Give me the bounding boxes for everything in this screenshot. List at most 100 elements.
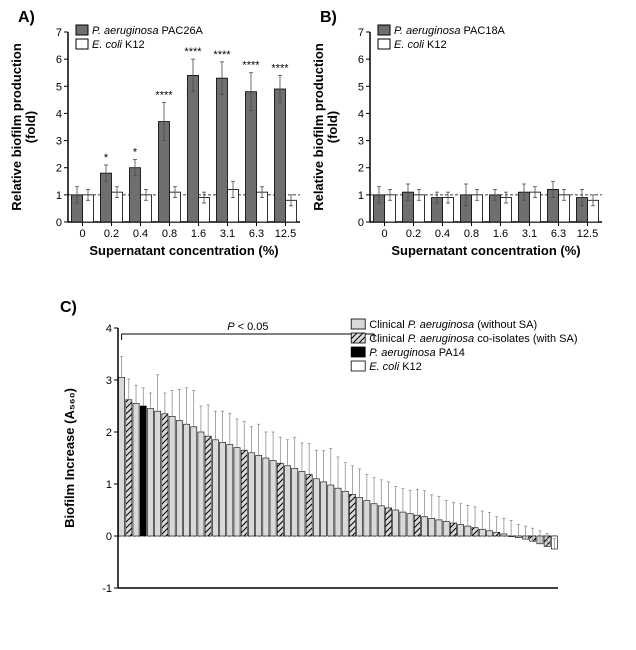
sig-label: * xyxy=(133,147,138,159)
p-label: P < 0.05 xyxy=(227,321,268,333)
bar xyxy=(169,416,175,536)
legend-swatch xyxy=(351,333,365,343)
y-tick-label: 5 xyxy=(358,81,364,93)
bar xyxy=(458,525,464,536)
sig-label: **** xyxy=(242,60,260,72)
bar xyxy=(248,453,254,536)
legend-swatch xyxy=(76,25,88,35)
bar xyxy=(429,518,435,536)
bar xyxy=(472,528,478,536)
sig-label: **** xyxy=(271,62,289,74)
bar xyxy=(342,491,348,536)
bar xyxy=(508,536,514,537)
bar xyxy=(119,377,125,536)
bar xyxy=(450,523,456,536)
bar xyxy=(147,409,153,536)
legend-label: P. aeruginosa PA14 xyxy=(369,347,465,359)
x-tick-label: 6.3 xyxy=(249,228,264,240)
panel-panelC: C)-101234Biofilm Increase (A₅₆₀)P < 0.05… xyxy=(60,299,577,595)
x-axis-label: Supernatant concentration (%) xyxy=(391,243,580,258)
y-tick-label: 4 xyxy=(106,323,112,335)
bar xyxy=(133,403,139,536)
bar xyxy=(241,450,247,536)
bar xyxy=(140,406,146,536)
svg-canvas: A)01234567Relative biofilm production(fo… xyxy=(0,0,636,650)
bar xyxy=(299,472,305,536)
bar xyxy=(407,514,413,536)
bar xyxy=(349,494,355,536)
bar xyxy=(414,515,420,536)
y-tick-label: 2 xyxy=(56,163,62,175)
bar xyxy=(393,510,399,536)
y-tick-label: -1 xyxy=(102,583,112,595)
x-tick-label: 0 xyxy=(79,228,85,240)
bar xyxy=(205,436,211,536)
legend-label: E. coli K12 xyxy=(92,39,145,51)
x-tick-label: 3.1 xyxy=(220,228,235,240)
x-tick-label: 12.5 xyxy=(577,228,598,240)
x-tick-label: 0 xyxy=(381,228,387,240)
bar xyxy=(465,526,471,536)
bar xyxy=(162,414,168,536)
figure-root: A)01234567Relative biofilm production(fo… xyxy=(0,0,636,650)
y-tick-label: 1 xyxy=(106,479,112,491)
bar xyxy=(385,508,391,536)
bar xyxy=(292,468,298,536)
bar xyxy=(364,501,370,536)
panel-letter: C) xyxy=(60,299,77,316)
sig-label: * xyxy=(104,152,109,164)
panel-letter: A) xyxy=(18,9,35,26)
x-axis-label: Supernatant concentration (%) xyxy=(89,243,278,258)
y-tick-label: 1 xyxy=(358,190,364,202)
sig-label: **** xyxy=(155,90,173,102)
bar xyxy=(234,448,240,536)
legend-swatch xyxy=(378,25,390,35)
y-tick-label: 7 xyxy=(358,27,364,39)
legend-label: P. aeruginosa PAC26A xyxy=(92,25,204,37)
bar xyxy=(335,488,341,536)
y-axis-label: Biofilm Increase (A₅₆₀) xyxy=(62,388,77,528)
bar xyxy=(306,475,312,536)
y-tick-label: 0 xyxy=(56,217,62,229)
y-tick-label: 3 xyxy=(358,136,364,148)
bar xyxy=(212,440,218,536)
y-tick-label: 3 xyxy=(56,136,62,148)
x-tick-label: 6.3 xyxy=(551,228,566,240)
bar xyxy=(274,89,285,222)
bar xyxy=(216,78,227,222)
bar xyxy=(371,504,377,536)
bar xyxy=(191,427,197,536)
x-tick-label: 0.2 xyxy=(104,228,119,240)
bar xyxy=(277,463,283,536)
y-axis-label: Relative biofilm production(fold) xyxy=(311,43,340,211)
legend-label: Clinical P. aeruginosa (without SA) xyxy=(369,319,537,331)
bar xyxy=(155,411,161,536)
bar xyxy=(378,506,384,536)
bar xyxy=(479,529,485,536)
bar xyxy=(436,520,442,536)
y-tick-label: 4 xyxy=(358,108,364,120)
bar xyxy=(256,455,262,536)
y-tick-label: 3 xyxy=(106,375,112,387)
bar xyxy=(183,424,189,536)
bar xyxy=(400,512,406,536)
legend-label: E. coli K12 xyxy=(369,361,422,373)
x-tick-label: 1.6 xyxy=(191,228,206,240)
x-tick-label: 0.8 xyxy=(464,228,479,240)
x-tick-label: 0.8 xyxy=(162,228,177,240)
legend-label: P. aeruginosa PAC18A xyxy=(394,25,506,37)
y-tick-label: 0 xyxy=(358,217,364,229)
x-tick-label: 1.6 xyxy=(493,228,508,240)
legend-swatch xyxy=(351,347,365,357)
bar xyxy=(270,461,276,536)
bar xyxy=(486,531,492,536)
bar xyxy=(321,482,327,536)
y-tick-label: 5 xyxy=(56,81,62,93)
bar xyxy=(443,521,449,536)
legend-label: Clinical P. aeruginosa co-isolates (with… xyxy=(369,333,577,345)
y-tick-label: 7 xyxy=(56,27,62,39)
x-tick-label: 0.4 xyxy=(435,228,450,240)
bar xyxy=(313,479,319,536)
bar xyxy=(198,432,204,536)
bar xyxy=(187,75,198,222)
